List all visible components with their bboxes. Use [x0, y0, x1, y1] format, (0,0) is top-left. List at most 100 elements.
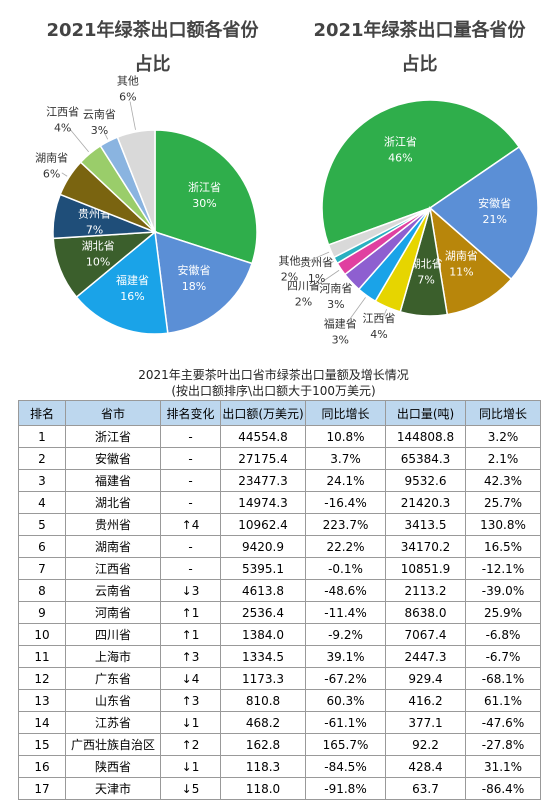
slice-value: 7%	[86, 223, 103, 236]
table-cell: -9.2%	[305, 623, 386, 646]
table-cell: -27.8%	[465, 733, 541, 756]
table-cell: 929.4	[385, 667, 466, 690]
table-cell: 安徽省	[65, 447, 161, 470]
table-cell: 3	[18, 469, 66, 492]
table-cell: -	[160, 557, 221, 580]
table-cell: -0.1%	[305, 557, 386, 580]
table-cell: 118.0	[220, 777, 306, 800]
table-cell: 810.8	[220, 689, 306, 712]
pie-title: 2021年绿茶出口量各省份占比	[313, 20, 526, 75]
table-row: 5 贵州省 ↑4 10962.4 223.7% 3413.5 130.8%	[18, 513, 541, 536]
table-title: 2021年主要茶叶出口省市绿茶出口量额及增长情况	[138, 368, 409, 382]
table-row: 4 湖北省 -14974.3 -16.4% 21420.3 25.7%	[18, 491, 541, 514]
table-cell: ↓5	[160, 777, 221, 800]
pie-slice	[75, 230, 169, 335]
table-subtitle: (按出口额排序\出口额大于100万美元)	[171, 384, 376, 398]
table-cell: 浙江省	[65, 425, 161, 448]
table-cell: -67.2%	[305, 667, 386, 690]
table-cell: 江西省	[65, 557, 161, 580]
slice-label: 湖北省	[410, 258, 443, 271]
table-cell: -11.4%	[305, 601, 386, 624]
table-cell: 39.1%	[305, 645, 386, 668]
slice-value: 2%	[281, 270, 298, 283]
table-cell: -86.4%	[465, 777, 541, 800]
table-cell: -91.8%	[305, 777, 386, 800]
table-cell: 陕西省	[65, 755, 161, 778]
table-cell: 13	[18, 689, 66, 712]
header-cell: 出口量(吨)	[385, 400, 466, 426]
slice-label: 江西省	[46, 105, 79, 118]
table-cell: ↓1	[160, 755, 221, 778]
table-cell: 92.2	[385, 733, 466, 756]
charts: 浙江省 30% 安徽省 18% 福建省 16% 湖北省 10% 贵州省 7% 湖南省 6% 江西省 4% 云…	[35, 75, 539, 346]
table-cell: 2	[18, 447, 66, 470]
leader-line	[344, 283, 351, 290]
table-cell: 10.8%	[305, 425, 386, 448]
slice-label: 四川省	[287, 280, 320, 293]
table-cell: ↑3	[160, 645, 221, 668]
table-cell: 15	[18, 733, 66, 756]
leader-line	[104, 133, 109, 140]
table-cell: 2536.4	[220, 601, 306, 624]
slice-value: 10%	[86, 256, 110, 269]
table-cell: 60.3%	[305, 689, 386, 712]
table-cell: 2447.3	[385, 645, 466, 668]
pie-slice	[116, 129, 156, 233]
table-cell: 4613.8	[220, 579, 306, 602]
table-cell: 河南省	[65, 601, 161, 624]
header-cell: 省市	[65, 400, 161, 426]
pie-title: 2021年绿茶出口额各省份占比	[46, 20, 259, 75]
slice-value: 3%	[332, 333, 349, 346]
slice-value: 18%	[182, 280, 206, 293]
table-cell: ↓4	[160, 667, 221, 690]
slice-label: 其他	[278, 254, 300, 267]
slice-label: 安徽省	[178, 263, 211, 277]
table-cell: 14974.3	[220, 491, 306, 514]
slice-value: 6%	[119, 91, 136, 104]
table-cell: 四川省	[65, 623, 161, 646]
table-cell: 25.9%	[465, 601, 541, 624]
header-cell: 排名	[18, 400, 66, 426]
slice-label: 湖北省	[82, 240, 115, 253]
table-cell: 2113.2	[385, 579, 466, 602]
table-cell: 42.3%	[465, 469, 541, 492]
table-row: 11 上海市 ↑3 1334.5 39.1% 2447.3 -6.7%	[18, 645, 541, 668]
table-row: 17 天津市 ↓5 118.0 -91.8% 63.7 -86.4%	[18, 777, 541, 800]
header-cell: 排名变化	[160, 400, 221, 426]
table-row: 7 江西省 -5395.1 -0.1% 10851.9 -12.1%	[18, 557, 541, 580]
table-cell: 14	[18, 711, 66, 734]
table-cell: 广西壮族自治区	[65, 733, 161, 756]
table-cell: 江苏省	[65, 711, 161, 734]
leader-line	[300, 251, 330, 265]
table-cell: 天津市	[65, 777, 161, 800]
table-cell: 24.1%	[305, 469, 386, 492]
leader-line	[383, 309, 387, 317]
table-cell: -	[160, 491, 221, 514]
table-cell: -12.1%	[465, 557, 541, 580]
slice-value: 46%	[388, 151, 412, 164]
table-cell: 3.7%	[305, 447, 386, 470]
slice-label: 湖南省	[445, 250, 478, 263]
table-cell: 10	[18, 623, 66, 646]
table-row: 10 四川省 ↑1 1384.0 -9.2% 7067.4 -6.8%	[18, 623, 541, 646]
slice-label: 福建省	[116, 273, 149, 287]
table-cell: 湖北省	[65, 491, 161, 514]
leader-line	[346, 297, 366, 323]
table-cell: 9	[18, 601, 66, 624]
table-cell: -84.5%	[305, 755, 386, 778]
table-cell: 118.3	[220, 755, 306, 778]
table-cell: 31.1%	[465, 755, 541, 778]
table-cell: 福建省	[65, 469, 161, 492]
table-header: 排名 省市 排名变化 出口额(万美元) 同比增长 出口量(吨) 同比增长	[18, 400, 541, 426]
table-cell: -61.1%	[305, 711, 386, 734]
slice-label: 河南省	[319, 282, 352, 295]
table-cell: 8638.0	[385, 601, 466, 624]
table-cell: -6.8%	[465, 623, 541, 646]
slice-label: 江西省	[362, 312, 395, 325]
slice-value: 11%	[449, 266, 473, 279]
table-cell: -47.6%	[465, 711, 541, 734]
slice-label: 安徽省	[478, 196, 511, 210]
slice-value: 30%	[192, 197, 216, 210]
slice-label: 湖南省	[35, 151, 68, 164]
table-cell: -	[160, 469, 221, 492]
